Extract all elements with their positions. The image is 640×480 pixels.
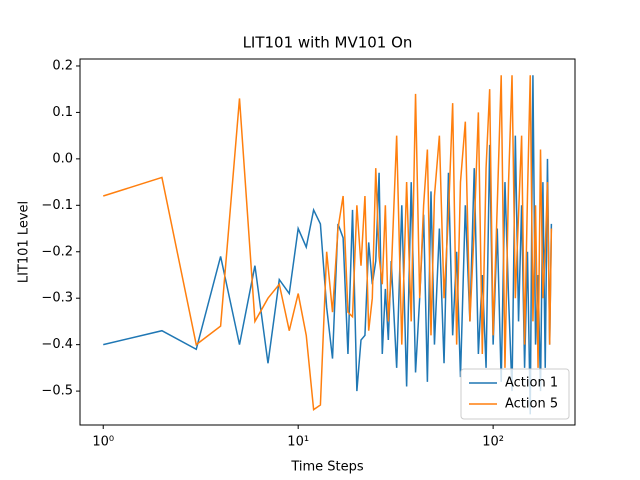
x-tick-label: 10²: [482, 435, 504, 450]
line-series: [103, 75, 553, 412]
line-series: [103, 75, 553, 415]
legend-label: Action 5: [505, 397, 558, 412]
x-axis-label: Time Steps: [290, 460, 364, 475]
y-tick-label: −0.2: [41, 244, 73, 259]
legend-box: [460, 368, 570, 420]
y-tick-label: −0.4: [41, 337, 73, 352]
y-tick-label: 0.0: [52, 151, 73, 166]
y-tick-label: −0.1: [41, 198, 73, 213]
y-tick-label: −0.5: [41, 384, 73, 399]
y-tick-label: 0.2: [52, 58, 73, 73]
plot-frame: [79, 58, 576, 426]
y-tick-label: −0.3: [41, 291, 73, 306]
chart-title: LIT101 with MV101 On: [243, 34, 413, 52]
y-axis-label: LIT101 Level: [17, 201, 32, 283]
x-tick-label: 10¹: [287, 435, 309, 450]
y-tick-label: 0.1: [52, 105, 73, 120]
x-tick-label: 10⁰: [92, 435, 114, 450]
legend-label: Action 1: [505, 376, 558, 391]
